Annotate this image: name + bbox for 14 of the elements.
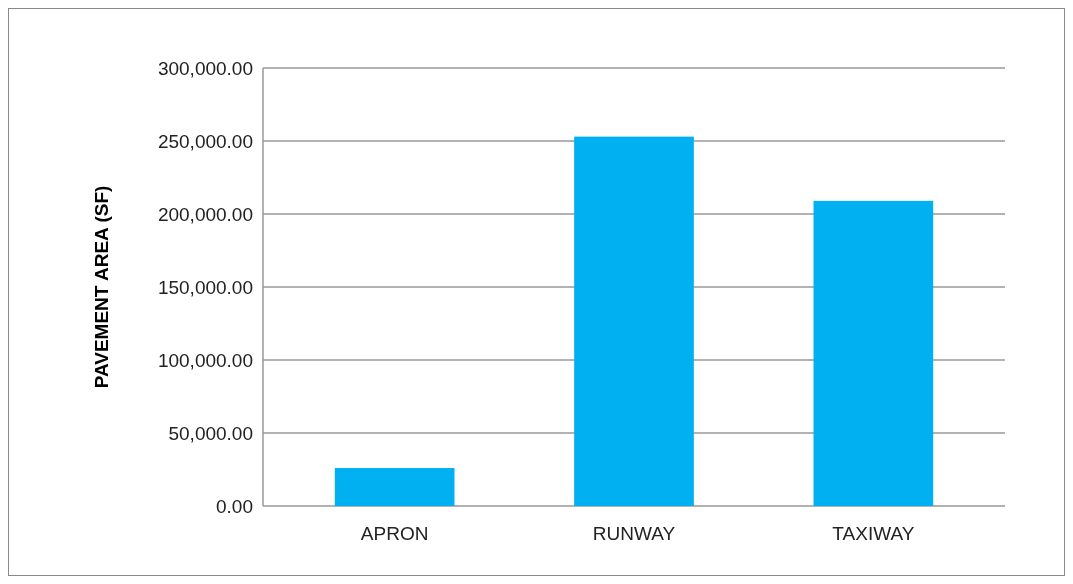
y-axis-title: PAVEMENT AREA (SF)	[91, 185, 112, 389]
bar	[813, 200, 934, 506]
y-tick-label: 250,000.00	[157, 130, 253, 152]
y-tick-label: 100,000.00	[157, 349, 253, 371]
x-tick-label: TAXIWAY	[832, 523, 915, 544]
y-tick-label: 50,000.00	[168, 422, 253, 444]
y-tick-label: 200,000.00	[157, 203, 253, 225]
y-tick-label: 300,000.00	[157, 57, 253, 79]
bar	[574, 136, 694, 506]
bar	[334, 468, 455, 506]
x-tick-label: RUNWAY	[592, 523, 676, 544]
x-tick-label: APRON	[360, 523, 429, 544]
y-tick-label: 150,000.00	[157, 276, 253, 298]
y-tick-label: 0.00	[216, 495, 253, 517]
